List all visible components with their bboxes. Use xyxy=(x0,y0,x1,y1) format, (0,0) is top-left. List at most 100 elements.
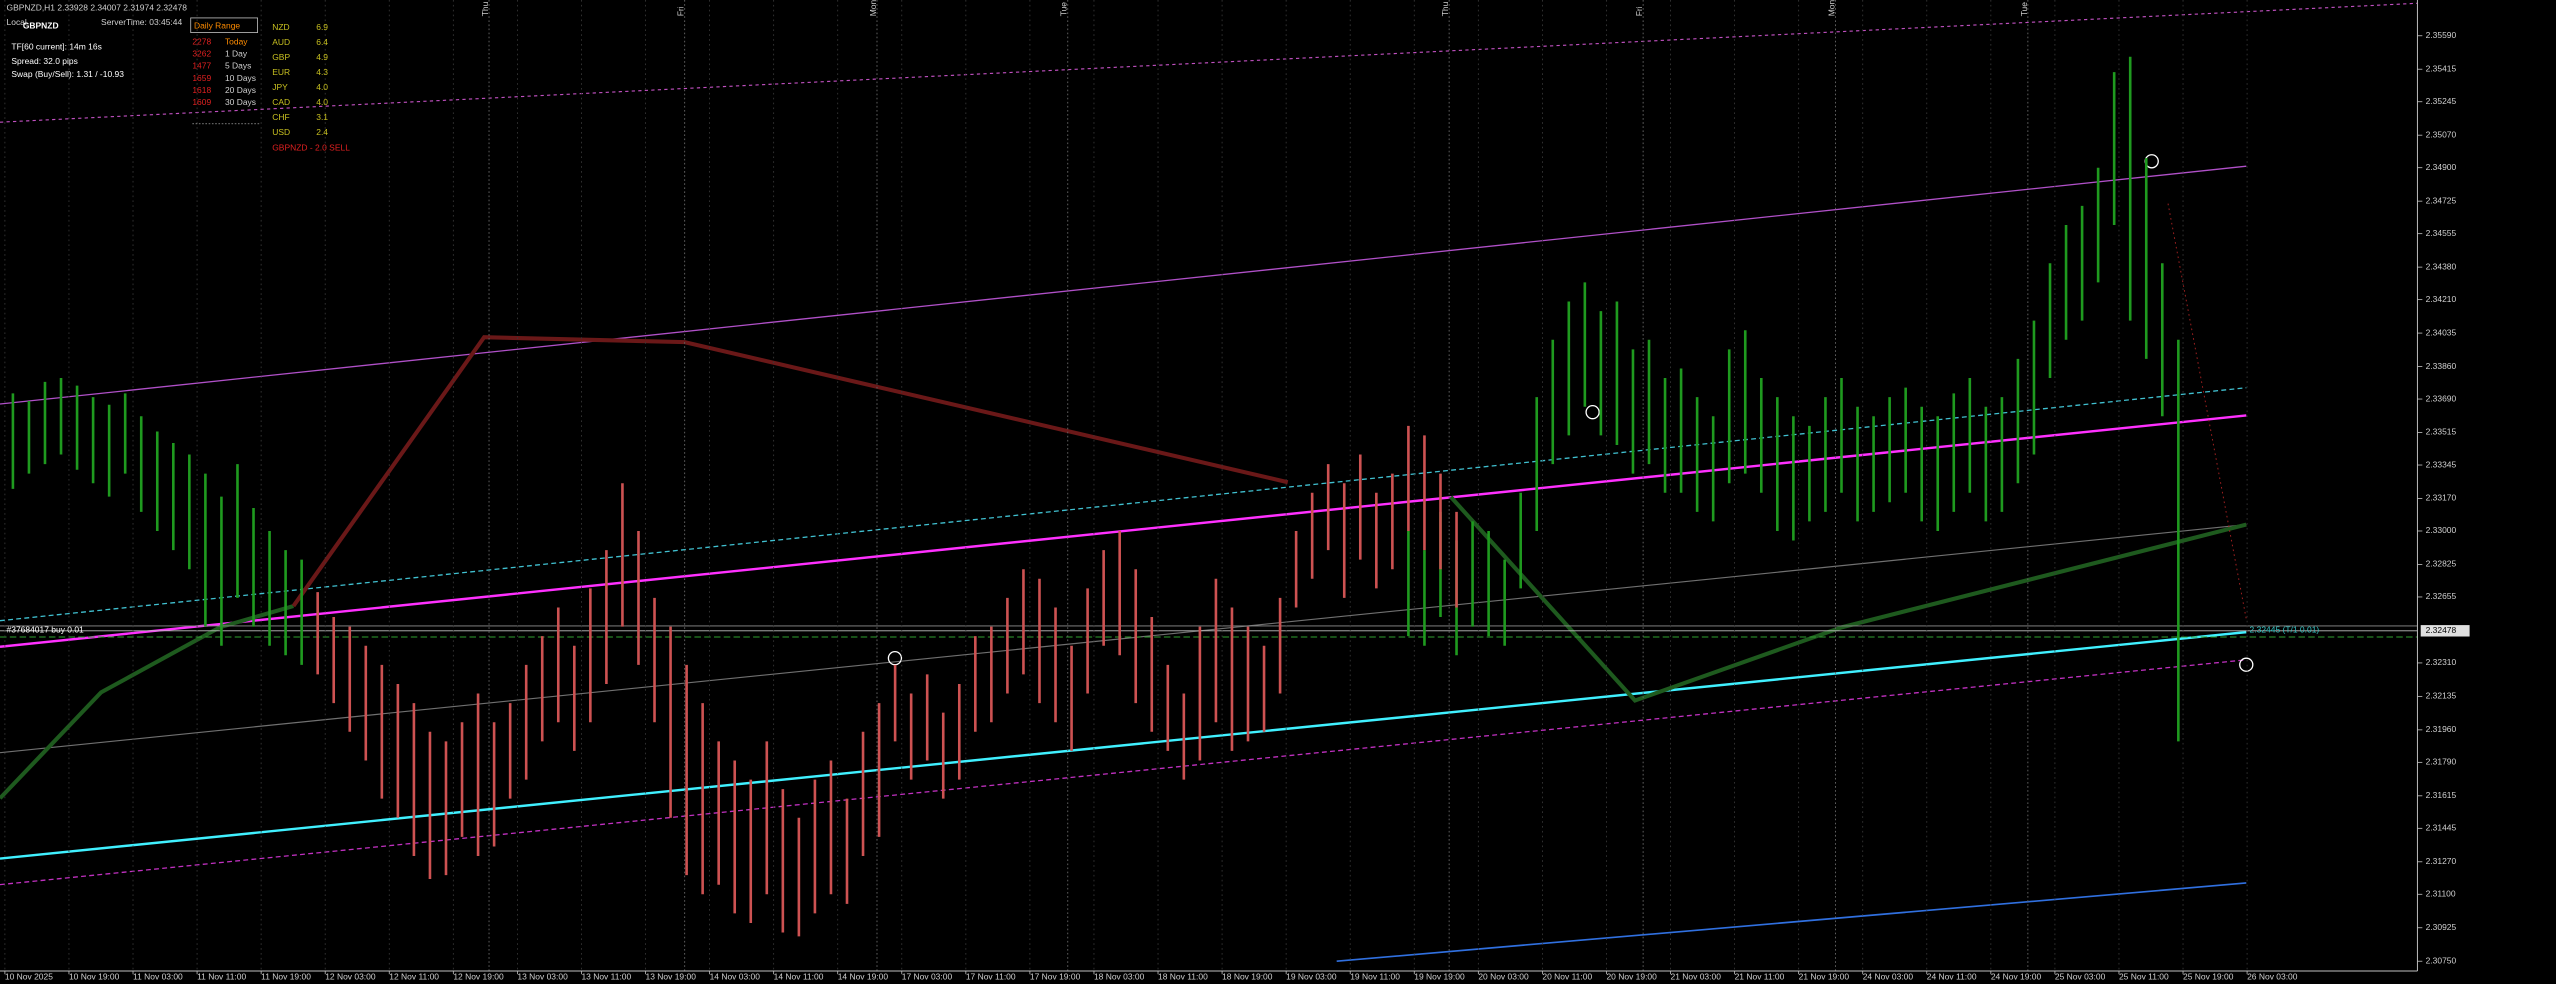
channel-dashed xyxy=(0,387,2247,622)
x-tick-label: 10 Nov 19:00 xyxy=(69,972,120,982)
x-tick-label: 11 Nov 03:00 xyxy=(133,972,183,982)
y-tick-label: 2.34900 xyxy=(2426,162,2457,172)
range-label: 30 Days xyxy=(225,97,256,107)
price-axis-bg xyxy=(2417,0,2556,984)
y-tick-label: 2.30925 xyxy=(2426,922,2457,932)
range-value: 1609 xyxy=(192,97,211,107)
y-tick-label: 2.31445 xyxy=(2426,823,2457,833)
order-label: #37684017 buy 0.01 xyxy=(7,625,85,635)
symbol-info: GBPNZD,H1 2.33928 2.34007 2.31974 2.3247… xyxy=(7,2,188,12)
day-label: Fri xyxy=(1634,6,1644,16)
trade-line xyxy=(2167,203,2247,620)
y-tick-label: 2.31270 xyxy=(2426,856,2457,866)
y-tick-label: 2.35590 xyxy=(2426,30,2457,40)
y-tick-label: 2.32135 xyxy=(2426,691,2457,701)
local-time: Local xyxy=(7,17,27,27)
currency: CHF xyxy=(272,112,289,122)
currency: NZD xyxy=(272,22,289,32)
y-tick-label: 2.35415 xyxy=(2426,63,2457,73)
x-tick-label: 18 Nov 03:00 xyxy=(1094,972,1145,982)
y-tick-label: 2.32825 xyxy=(2426,559,2457,569)
x-tick-label: 25 Nov 03:00 xyxy=(2055,972,2106,982)
y-tick-label: 2.35245 xyxy=(2426,96,2457,106)
x-tick-label: 14 Nov 19:00 xyxy=(838,972,889,982)
zigzag-down xyxy=(291,335,1289,608)
channel-upper xyxy=(0,165,2247,405)
marker xyxy=(1585,405,1600,420)
y-tick-label: 2.31100 xyxy=(2426,889,2456,899)
channel-blue xyxy=(1336,882,2247,963)
y-tick-label: 2.31960 xyxy=(2426,724,2457,734)
x-tick-label: 24 Nov 19:00 xyxy=(1991,972,2042,982)
day-label: Thu xyxy=(1440,1,1450,16)
range-label: 1 Day xyxy=(225,49,248,59)
y-tick-label: 2.34555 xyxy=(2426,228,2457,238)
x-tick-label: 11 Nov 19:00 xyxy=(261,972,311,982)
range-label: 5 Days xyxy=(225,61,251,71)
day-label: Tue xyxy=(2019,2,2029,17)
y-tick-label: 2.31790 xyxy=(2426,757,2457,767)
x-tick-label: 17 Nov 19:00 xyxy=(1030,972,1081,982)
x-tick-label: 17 Nov 03:00 xyxy=(902,972,953,982)
marker xyxy=(887,651,903,666)
range-value: 3262 xyxy=(192,49,211,59)
strength-value: 6.9 xyxy=(316,22,328,32)
x-tick-label: 25 Nov 19:00 xyxy=(2183,972,2234,982)
y-tick-label: 2.32655 xyxy=(2426,591,2457,601)
x-tick-label: 25 Nov 11:00 xyxy=(2119,972,2169,982)
y-tick-label: 2.34380 xyxy=(2426,261,2457,271)
x-tick-label: 20 Nov 19:00 xyxy=(1606,972,1657,982)
x-tick-label: 18 Nov 19:00 xyxy=(1222,972,1273,982)
x-tick-label: 26 Nov 03:00 xyxy=(2247,972,2298,982)
strength-value: 2.4 xyxy=(316,127,328,137)
x-tick-label: 10 Nov 2025 xyxy=(5,972,53,982)
x-tick-label: 13 Nov 11:00 xyxy=(581,972,631,982)
range-value: 1477 xyxy=(192,61,211,71)
day-label: Thu xyxy=(480,1,490,16)
y-tick-label: 2.33345 xyxy=(2426,459,2457,469)
day-label: Fri xyxy=(676,6,686,16)
strength-value: 4.9 xyxy=(316,52,328,62)
y-tick-label: 2.34725 xyxy=(2426,195,2457,205)
channel-mid xyxy=(0,414,2247,648)
zigzag-up xyxy=(0,604,294,800)
channel-lower xyxy=(0,659,2247,886)
day-label: Mon xyxy=(1826,0,1836,16)
y-tick-label: 2.34035 xyxy=(2426,327,2457,337)
x-tick-label: 20 Nov 11:00 xyxy=(1542,972,1592,982)
timer: TF[60 current]: 14m 16s xyxy=(11,41,101,51)
x-tick-label: 24 Nov 11:00 xyxy=(1927,972,1977,982)
y-tick-label: 2.33515 xyxy=(2426,427,2457,437)
x-tick-label: 20 Nov 03:00 xyxy=(1478,972,1529,982)
day-label: Mon xyxy=(868,0,878,16)
strength-value: 3.1 xyxy=(316,112,328,122)
x-tick-label: 19 Nov 03:00 xyxy=(1286,972,1337,982)
x-tick-label: 21 Nov 03:00 xyxy=(1671,972,1722,982)
currency: AUD xyxy=(272,37,290,47)
strength-value: 6.4 xyxy=(316,37,328,47)
symbol: GBPNZD xyxy=(23,20,59,30)
range-box xyxy=(190,17,258,33)
x-tick-label: 21 Nov 19:00 xyxy=(1799,972,1850,982)
strength-value: 4.0 xyxy=(316,82,328,92)
x-tick-label: 12 Nov 03:00 xyxy=(325,972,376,982)
currency: JPY xyxy=(272,82,288,92)
y-tick-label: 2.30750 xyxy=(2426,955,2457,965)
x-tick-label: 14 Nov 11:00 xyxy=(774,972,824,982)
day-label: Tue xyxy=(1059,2,1069,17)
x-tick-label: 19 Nov 11:00 xyxy=(1350,972,1400,982)
range-value: 2278 xyxy=(192,37,211,47)
price-box xyxy=(2420,625,2470,637)
x-tick-label: 14 Nov 03:00 xyxy=(710,972,761,982)
x-tick-label: 19 Nov 19:00 xyxy=(1414,972,1465,982)
y-tick-label: 2.35070 xyxy=(2426,129,2457,139)
range-label: 20 Days xyxy=(225,85,256,95)
spread: Spread: 32.0 pips xyxy=(11,56,77,66)
range-value: 1618 xyxy=(192,85,211,95)
range-value: 1659 xyxy=(192,73,211,83)
currency: EUR xyxy=(272,67,290,77)
swap: Swap (Buy/Sell): 1.31 / -10.93 xyxy=(11,69,124,79)
currency: CAD xyxy=(272,97,290,107)
